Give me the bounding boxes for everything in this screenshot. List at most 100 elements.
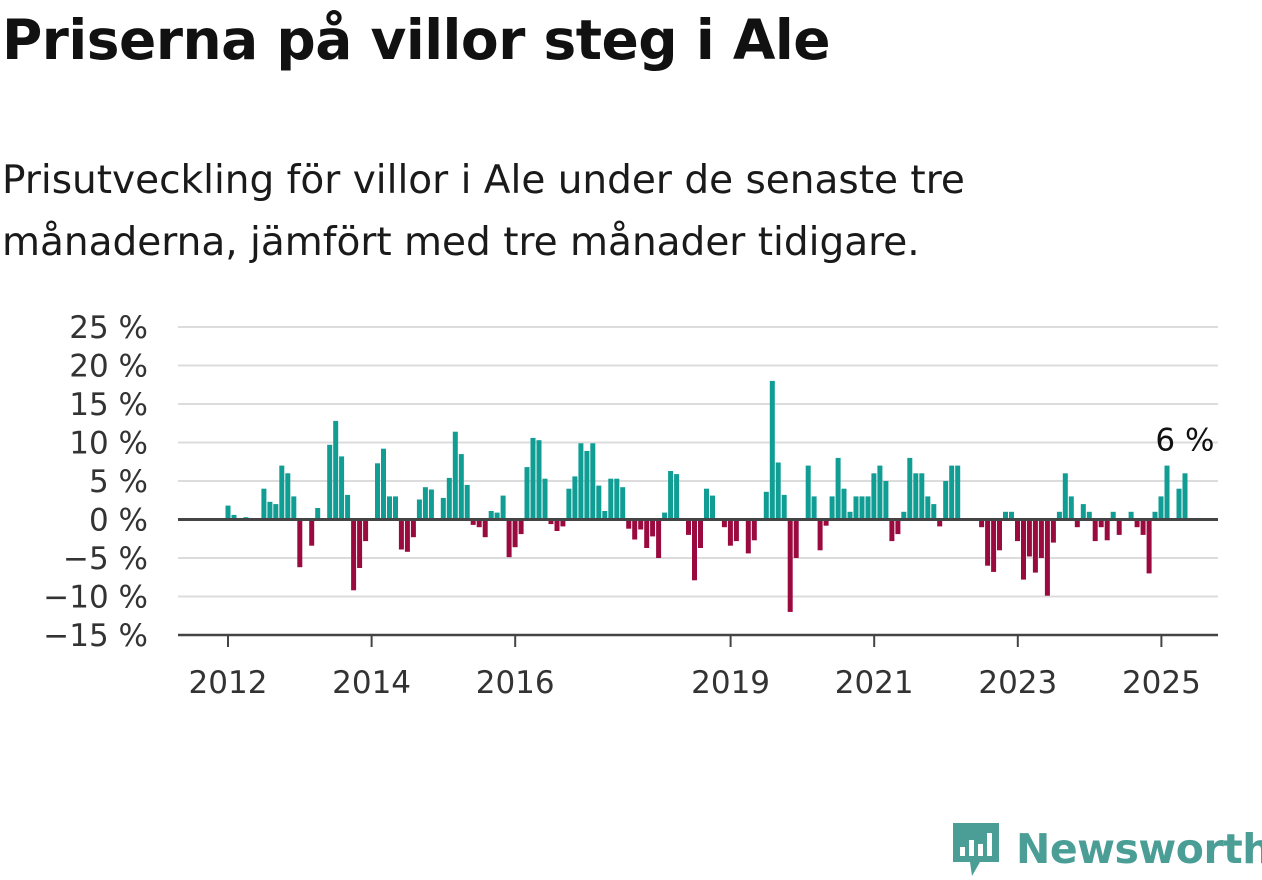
bar-negative (554, 519, 560, 531)
latest-value-annotation: 6 % (1155, 423, 1214, 459)
bar-positive (375, 463, 380, 520)
bar-negative (351, 519, 357, 591)
x-tick-label: 2023 (978, 665, 1057, 701)
bar-negative (1044, 519, 1050, 596)
y-tick-label: 25 % (69, 310, 148, 346)
bar-negative (997, 519, 1002, 551)
bar-positive (1068, 496, 1074, 520)
bar-negative (937, 519, 943, 527)
bar-negative (793, 519, 799, 558)
bar-positive (267, 501, 273, 520)
bars (225, 380, 1188, 612)
bar-positive (847, 511, 853, 520)
bar-positive (452, 431, 458, 520)
bar-positive (464, 484, 470, 520)
x-tick-label: 2019 (691, 665, 770, 701)
bar-negative (1092, 519, 1098, 542)
bar-negative (745, 519, 751, 554)
bar-positive (566, 488, 572, 520)
bar-positive (1056, 511, 1062, 520)
bar-negative (548, 519, 554, 525)
bar-positive (1080, 504, 1086, 520)
bar-negative (1098, 519, 1104, 528)
bar-positive (339, 456, 345, 520)
bar-positive (393, 496, 398, 520)
bar-positive (829, 496, 835, 520)
bar-positive (584, 451, 590, 520)
bar-negative (1146, 519, 1152, 574)
y-tick-label: 20 % (69, 349, 148, 385)
x-tick-label: 2014 (332, 665, 411, 701)
bar-negative (404, 519, 410, 552)
y-tick-label: 15 % (69, 387, 148, 423)
y-tick-label: 10 % (69, 426, 148, 462)
bar-negative (823, 519, 829, 526)
bar-positive (524, 467, 530, 520)
bar-positive (662, 512, 668, 520)
bar-positive (614, 478, 620, 520)
bar-positive (769, 380, 775, 520)
y-tick-label: −10 % (43, 580, 148, 616)
bar-positive (853, 496, 859, 520)
bar-positive (596, 485, 602, 520)
bar-positive (949, 465, 955, 520)
bar-positive (291, 496, 297, 520)
bar-positive (1128, 511, 1134, 520)
bar-negative (482, 519, 488, 538)
bar-negative (727, 519, 733, 546)
bar-positive (333, 420, 339, 520)
bar-negative (656, 519, 662, 558)
page-title: Priserna på villor steg i Ale (2, 8, 831, 72)
x-tick-label: 2021 (835, 665, 914, 701)
bar-negative (686, 519, 691, 535)
bar-positive (494, 512, 500, 520)
bar-positive (381, 448, 386, 520)
y-tick-label: 0 % (89, 503, 148, 539)
bar-positive (536, 440, 542, 520)
bar-positive (387, 496, 392, 520)
bar-negative (698, 519, 703, 548)
bar-positive (907, 457, 913, 520)
bar-negative (632, 519, 638, 540)
bar-negative (297, 519, 303, 568)
bar-negative (889, 519, 895, 542)
bar-positive (542, 478, 548, 520)
bar-positive (1110, 511, 1116, 520)
bar-positive (1164, 465, 1170, 520)
bar-positive (674, 474, 680, 520)
bar-negative (512, 519, 518, 548)
bar-negative (398, 519, 404, 550)
bar-positive (572, 476, 578, 520)
x-tick-label: 2016 (476, 665, 555, 701)
bar-positive (530, 437, 536, 520)
bar-negative (626, 519, 632, 529)
bar-positive (428, 489, 434, 520)
bar-negative (991, 519, 997, 572)
bar-positive (261, 488, 267, 520)
bar-positive (925, 496, 931, 520)
bar-positive (273, 504, 279, 520)
bar-positive (877, 465, 883, 520)
bar-positive (919, 473, 925, 520)
bar-negative (1050, 519, 1056, 543)
bar-positive (1158, 496, 1164, 520)
bar-negative (309, 519, 315, 546)
bar-negative (1021, 519, 1026, 580)
bar-negative (1026, 519, 1032, 557)
bar-positive (931, 504, 937, 520)
bar-positive (1086, 511, 1092, 520)
chart-subtitle: Prisutveckling för villor i Ale under de… (2, 158, 965, 265)
bar-negative (470, 519, 476, 525)
bar-positive (913, 473, 919, 520)
bar-positive (781, 494, 787, 520)
bar-positive (440, 497, 446, 520)
bar-negative (363, 519, 369, 542)
bar-positive (710, 495, 715, 520)
bar-positive (602, 511, 608, 520)
bar-positive (620, 487, 626, 520)
bar-positive (345, 494, 351, 520)
bar-negative (357, 519, 363, 568)
bar-negative (1104, 519, 1110, 541)
bar-negative (979, 519, 985, 528)
bar-negative (733, 519, 739, 542)
